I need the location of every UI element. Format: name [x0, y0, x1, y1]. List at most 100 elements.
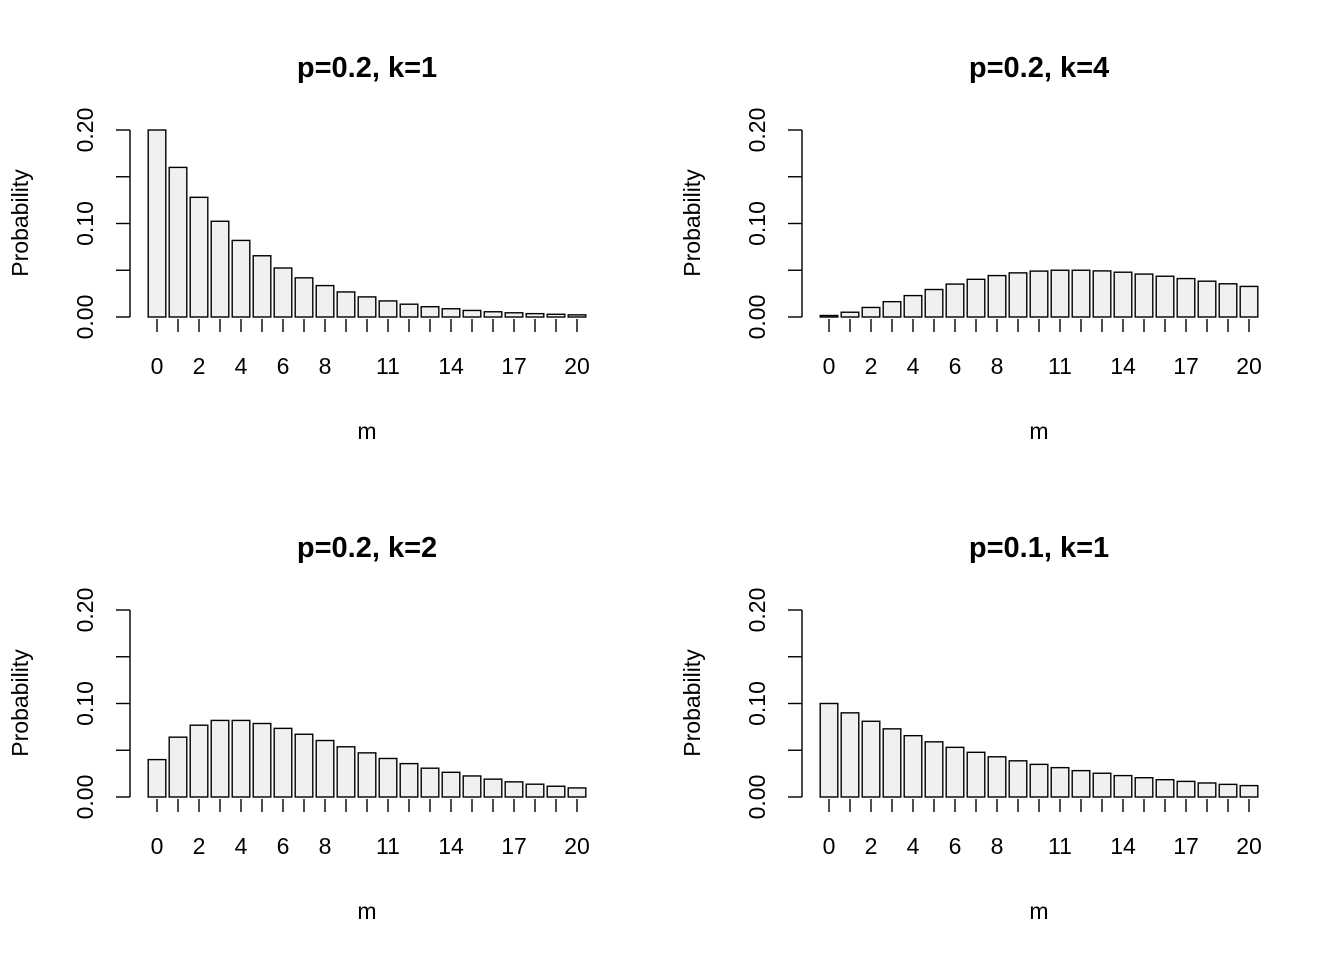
- x-tick-label: 17: [501, 353, 527, 379]
- y-tick-label: 0.00: [744, 295, 770, 340]
- bar: [441, 771, 461, 798]
- bar: [399, 762, 419, 798]
- bar: [252, 722, 272, 798]
- bar: [546, 313, 566, 318]
- bar: [1008, 760, 1028, 798]
- bar: [168, 736, 188, 798]
- bar: [1134, 777, 1154, 798]
- bar: [567, 787, 587, 798]
- bar: [1029, 763, 1049, 798]
- bar: [378, 300, 398, 318]
- bar: [1218, 783, 1238, 798]
- bar: [483, 778, 503, 798]
- bar: [1134, 273, 1154, 318]
- bar: [210, 719, 230, 798]
- bar: [1155, 779, 1175, 798]
- x-tick-label: 2: [193, 353, 206, 379]
- y-axis-label: Probability: [7, 649, 33, 757]
- x-tick-label: 8: [319, 833, 332, 859]
- x-axis-label: m: [357, 418, 376, 444]
- bar: [924, 288, 944, 318]
- x-tick-label: 4: [235, 833, 248, 859]
- panel-3: p=0.2, k=2 0 2 4 6 8 11 14 17 20 0.00 0.10 0.20 m Prob…: [7, 532, 590, 924]
- bar: [903, 734, 923, 798]
- x-tick-label: 0: [151, 833, 164, 859]
- bar: [1155, 275, 1175, 318]
- y-axis-label: Probability: [7, 169, 33, 277]
- x-tick-label: 8: [319, 353, 332, 379]
- bar: [546, 785, 566, 798]
- bar: [819, 314, 839, 318]
- bar: [336, 291, 356, 318]
- bar: [357, 752, 377, 798]
- x-tick-label: 8: [991, 833, 1004, 859]
- bar: [315, 284, 335, 318]
- bar: [1029, 270, 1049, 318]
- bar: [252, 255, 272, 318]
- x-tick-label: 20: [564, 353, 590, 379]
- panel-title: p=0.2, k=2: [297, 532, 437, 564]
- panel-1: p=0.2, k=1 0 2 4 6 8 11 14 17 20 0.00 0.10 0.20 m Prob…: [7, 52, 590, 444]
- bar: [210, 220, 230, 318]
- bar: [567, 314, 587, 318]
- bar: [1050, 766, 1070, 798]
- bar: [168, 166, 188, 318]
- x-tick-label: 11: [376, 353, 400, 379]
- x-tick-label: 17: [1173, 353, 1199, 379]
- bar: [231, 719, 251, 798]
- bar: [525, 783, 545, 798]
- y-tick-label: 0.20: [72, 588, 98, 633]
- bar: [1008, 272, 1028, 318]
- bar: [987, 756, 1007, 798]
- bar: [1113, 271, 1133, 318]
- bar: [1176, 277, 1196, 318]
- bar: [273, 727, 293, 798]
- bar: [819, 702, 839, 798]
- x-tick-label: 20: [1236, 833, 1262, 859]
- bar: [882, 300, 902, 318]
- bar: [882, 728, 902, 798]
- bar: [357, 296, 377, 318]
- bar: [1197, 280, 1217, 318]
- bar: [1197, 782, 1217, 798]
- x-tick-label: 6: [277, 353, 290, 379]
- bar: [861, 720, 881, 798]
- x-axis-label: m: [357, 898, 376, 924]
- x-tick-label: 11: [376, 833, 400, 859]
- x-tick-label: 0: [151, 353, 164, 379]
- y-tick-label: 0.10: [744, 681, 770, 726]
- y-tick-label: 0.00: [744, 775, 770, 820]
- y-tick-label: 0.00: [72, 775, 98, 820]
- x-tick-label: 0: [823, 833, 836, 859]
- bar: [966, 751, 986, 798]
- y-axis-label: Probability: [679, 169, 705, 277]
- x-tick-label: 2: [865, 353, 878, 379]
- y-tick-label: 0.20: [744, 108, 770, 153]
- x-tick-label: 14: [438, 833, 464, 859]
- y-tick-label: 0.10: [72, 201, 98, 246]
- x-tick-label: 6: [949, 353, 962, 379]
- y-axis-label: Probability: [679, 649, 705, 757]
- y-tick-label: 0.20: [72, 108, 98, 153]
- x-tick-label: 4: [907, 833, 920, 859]
- x-tick-label: 14: [438, 353, 464, 379]
- bar: [399, 303, 419, 318]
- bar: [840, 712, 860, 798]
- x-tick-label: 14: [1110, 833, 1136, 859]
- y-tick-label: 0.10: [744, 201, 770, 246]
- bar: [147, 758, 167, 798]
- bar: [945, 283, 965, 318]
- x-tick-label: 14: [1110, 353, 1136, 379]
- panel-2: p=0.2, k=4 0 2 4 6 8 11 14 17 20 0.00 0.10 0.20 m Prob…: [679, 52, 1262, 444]
- bar: [483, 311, 503, 318]
- bar: [1239, 784, 1259, 798]
- bar: [420, 306, 440, 318]
- bar: [840, 311, 860, 318]
- bar: [273, 267, 293, 318]
- bar: [462, 775, 482, 798]
- bar: [903, 294, 923, 318]
- x-tick-label: 8: [991, 353, 1004, 379]
- bar: [1092, 772, 1112, 798]
- x-tick-label: 20: [564, 833, 590, 859]
